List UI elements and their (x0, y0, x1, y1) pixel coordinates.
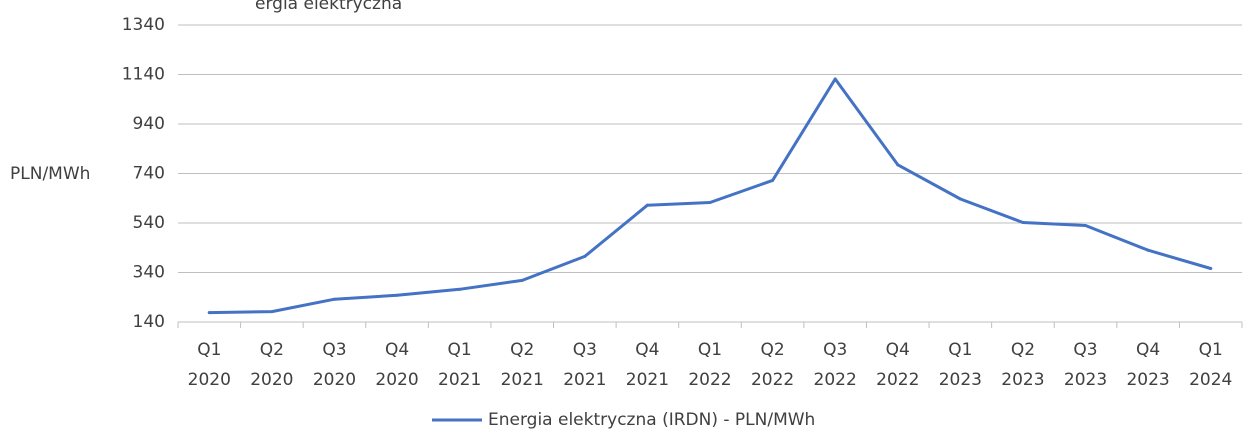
x-tick-label-quarter: Q4 (635, 340, 659, 360)
data-point (458, 287, 462, 291)
data-point (270, 310, 274, 314)
data-point (583, 254, 587, 258)
x-tick-label-year: 2023 (939, 370, 982, 390)
y-tick-label: 940 (133, 114, 165, 134)
x-tick-label-year: 2022 (688, 370, 731, 390)
data-point (332, 297, 336, 301)
y-tick-label: 340 (133, 263, 165, 283)
x-tick-label-year: 2021 (563, 370, 606, 390)
legend: Energia elektryczna (IRDN) - PLN/MWh (432, 410, 815, 430)
data-point (1084, 223, 1088, 227)
x-tick-label-year: 2020 (188, 370, 231, 390)
x-tick-label-quarter: Q3 (823, 340, 847, 360)
y-axis-label: PLN/MWh (10, 164, 90, 184)
x-tick-label-quarter: Q2 (510, 340, 534, 360)
x-tick-label-year: 2020 (250, 370, 293, 390)
x-tick-label-year: 2023 (1001, 370, 1044, 390)
series-line (207, 77, 1213, 315)
x-tick-label-quarter: Q4 (1136, 340, 1160, 360)
x-tick-label-quarter: Q1 (698, 340, 722, 360)
y-tick-label: 540 (133, 213, 165, 233)
x-tick-label-year: 2022 (876, 370, 919, 390)
x-tick-label-year: 2023 (1064, 370, 1107, 390)
x-tick-label-quarter: Q3 (573, 340, 597, 360)
data-point (395, 293, 399, 297)
data-point (896, 163, 900, 167)
x-tick-label-quarter: Q1 (1199, 340, 1223, 360)
x-axis-ticks (177, 322, 1243, 328)
x-tick-label-year: 2020 (313, 370, 356, 390)
data-point (645, 203, 649, 207)
data-point (520, 278, 524, 282)
x-tick-label-quarter: Q3 (322, 340, 346, 360)
x-tick-label-year: 2023 (1126, 370, 1169, 390)
y-tick-label: 1340 (122, 15, 165, 35)
x-tick-label-year: 2024 (1189, 370, 1232, 390)
x-tick-label-quarter: Q2 (260, 340, 284, 360)
x-tick-label-year: 2021 (501, 370, 544, 390)
x-tick-label-year: 2022 (751, 370, 794, 390)
series-layer (207, 77, 1213, 315)
x-tick-label-quarter: Q1 (448, 340, 472, 360)
gridlines (178, 24, 1242, 273)
data-point (1146, 248, 1150, 252)
x-tick-label-quarter: Q1 (948, 340, 972, 360)
legend-label: Energia elektryczna (IRDN) - PLN/MWh (488, 410, 815, 430)
x-tick-label-quarter: Q4 (385, 340, 409, 360)
x-tick-label-year: 2022 (814, 370, 857, 390)
y-tick-label: 140 (133, 312, 165, 332)
y-axis-ticks: 140 340 540 740 940 1140 1340 (122, 15, 165, 332)
x-tick-label-quarter: Q2 (1011, 340, 1035, 360)
y-tick-label: 740 (133, 164, 165, 184)
data-point (708, 200, 712, 204)
x-axis-labels: Q1 2020 Q2 2020 Q3 2020 Q4 2020 Q1 2021 Q2 2021 Q3 20… (188, 340, 1233, 390)
x-tick-label-year: 2021 (438, 370, 481, 390)
x-tick-label-quarter: Q4 (886, 340, 910, 360)
data-point (958, 197, 962, 201)
y-tick-label: 1140 (122, 65, 165, 85)
data-point (207, 311, 211, 315)
x-tick-label-year: 2020 (375, 370, 418, 390)
data-point (1209, 267, 1213, 271)
x-tick-label-year: 2021 (626, 370, 669, 390)
x-tick-label-quarter: Q1 (197, 340, 221, 360)
x-tick-label-quarter: Q2 (760, 340, 784, 360)
data-point (771, 178, 775, 182)
data-point (1021, 221, 1025, 225)
x-tick-label-quarter: Q3 (1073, 340, 1097, 360)
data-point (833, 77, 837, 81)
chart-title-fragment: ergia elektryczna (255, 0, 402, 14)
